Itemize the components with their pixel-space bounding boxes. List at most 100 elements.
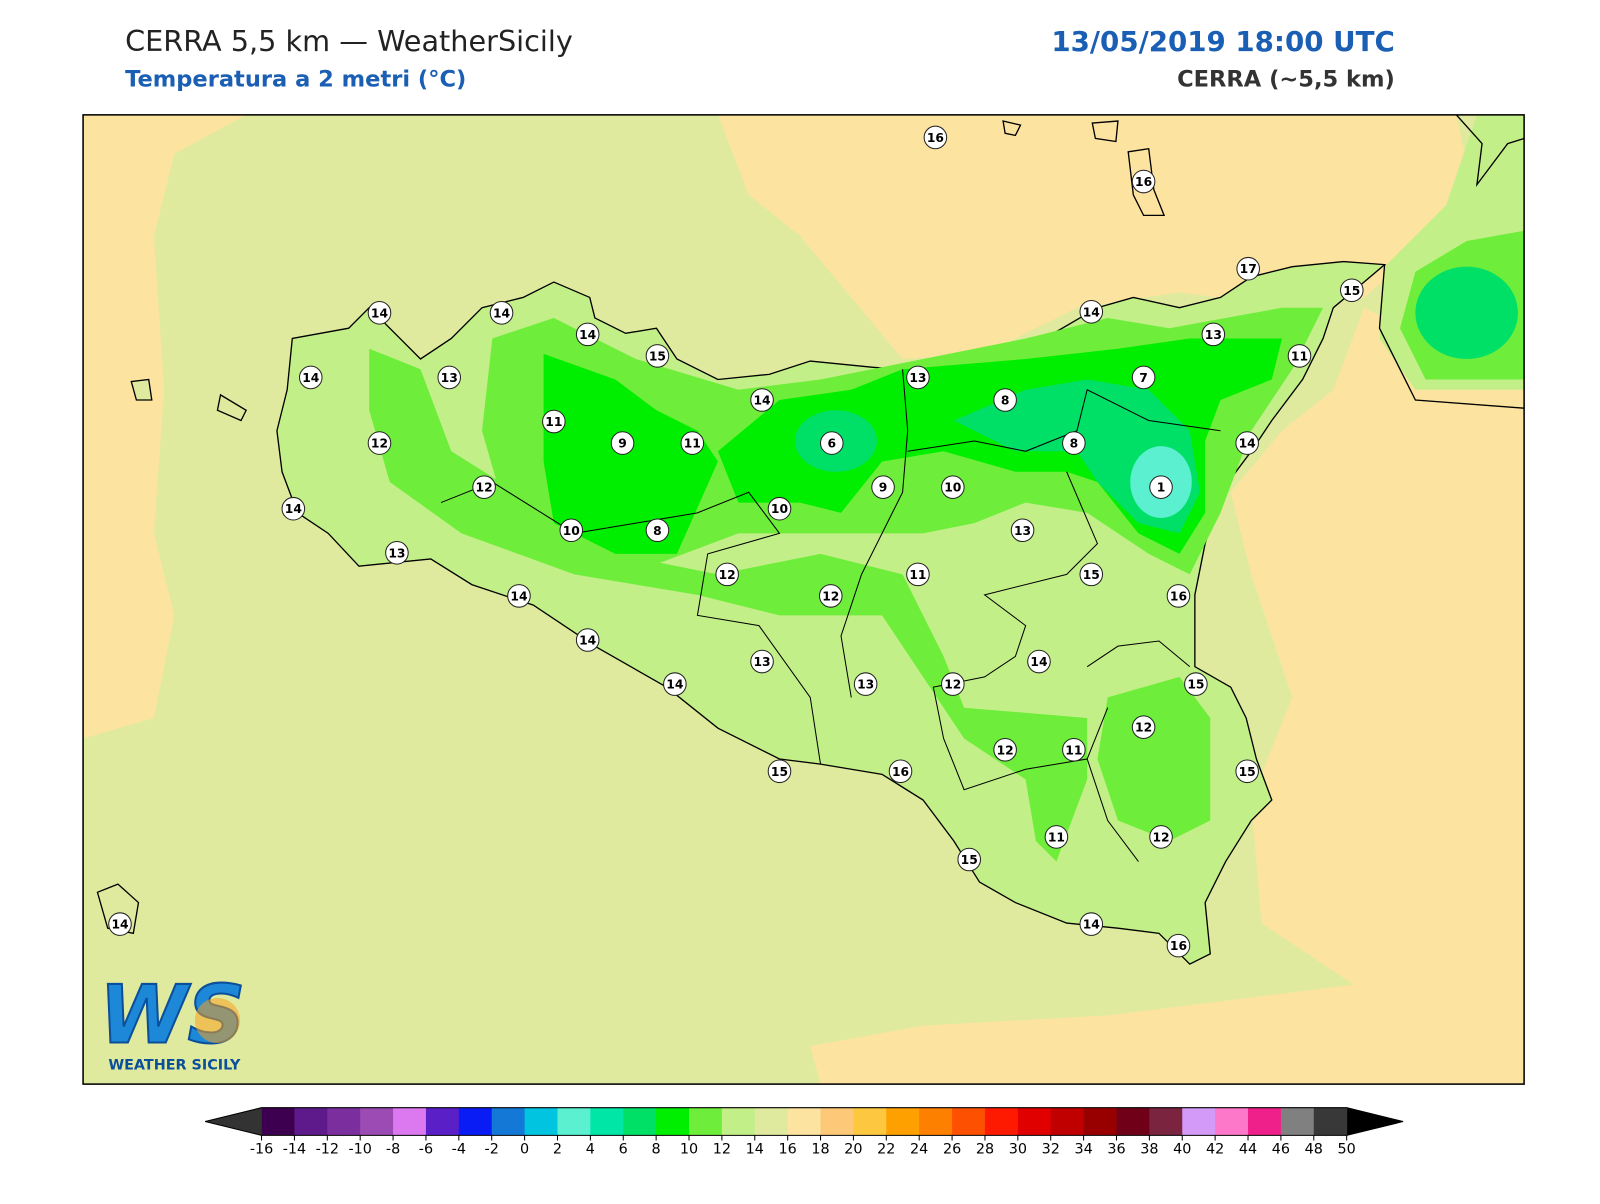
station-marker	[923, 125, 948, 150]
station: 15	[957, 847, 982, 872]
station: 15	[1184, 672, 1208, 696]
station: 14	[575, 628, 600, 652]
station: 12	[472, 475, 496, 499]
station-value: 12	[822, 589, 839, 603]
station: 9	[610, 431, 635, 455]
station: 6	[819, 431, 844, 455]
station-marker	[993, 737, 1017, 762]
temp-zone	[1097, 676, 1211, 842]
colorbar-tick-label: 20	[844, 1142, 862, 1158]
station-marker	[906, 365, 930, 390]
station: 11	[906, 562, 930, 587]
station-value: 16	[927, 131, 944, 145]
colorbar-swatch	[623, 1107, 657, 1136]
colorbar-tick-label: -14	[283, 1142, 306, 1158]
station-marker	[767, 759, 792, 784]
station-marker	[575, 628, 600, 652]
colorbar-swatch	[1050, 1107, 1085, 1136]
station-value: 10	[944, 481, 961, 495]
station-marker	[1131, 365, 1156, 390]
colorbar-tick-label: -6	[419, 1142, 433, 1158]
colorbar-tick-label: 4	[586, 1142, 595, 1158]
station: 14	[1079, 912, 1104, 936]
colorbar-swatch	[820, 1107, 854, 1136]
station-marker	[1236, 256, 1260, 281]
colorbar-swatch	[853, 1107, 887, 1136]
station-value: 13	[857, 678, 874, 692]
colorbar-swatch	[1149, 1107, 1183, 1136]
colorbar-swatch	[1280, 1107, 1315, 1136]
colorbar-swatch	[261, 1107, 295, 1136]
station-marker	[1235, 431, 1259, 455]
station-marker	[1287, 344, 1312, 368]
station-marker	[281, 496, 306, 521]
station-value: 14	[579, 328, 596, 342]
station: 14	[108, 912, 132, 936]
station: 15	[1079, 562, 1104, 587]
station-value: 14	[1239, 437, 1256, 451]
logo-sun	[194, 997, 240, 1044]
station-marker	[715, 562, 739, 587]
station: 11	[1287, 344, 1312, 368]
station: 10	[941, 475, 965, 499]
station-value: 14	[493, 306, 510, 320]
station-marker	[1235, 759, 1259, 784]
station-value: 15	[649, 349, 666, 363]
station: 12	[715, 562, 739, 587]
station: 13	[385, 541, 409, 565]
colorbar-tick-label: 18	[811, 1142, 829, 1158]
station-marker	[542, 409, 566, 434]
colorbar-overflow	[1346, 1107, 1404, 1136]
station-value: 12	[1152, 830, 1169, 844]
station: 14	[575, 322, 600, 347]
station-value: 1	[1157, 481, 1166, 495]
station-marker	[750, 388, 774, 412]
station-marker	[819, 431, 844, 455]
colorbar-swatch	[656, 1107, 690, 1136]
logo: WS WEATHER SICILY	[98, 967, 246, 1074]
station-value: 16	[1135, 175, 1152, 189]
colorbar-tick-label: 28	[976, 1142, 994, 1158]
colorbar: -16 -14 -12 -10 -8 -6 -4 -2 0 2 4 6 8 10 12 14 16 18 20 22 2…	[205, 1107, 1404, 1158]
station-marker	[1131, 169, 1156, 194]
colorbar-tick-label: 8	[652, 1142, 661, 1158]
station-marker	[645, 344, 670, 368]
colorbar-swatch	[787, 1107, 822, 1136]
station-marker	[507, 584, 531, 608]
station-marker	[1184, 672, 1208, 696]
station: 14	[663, 672, 687, 696]
colorbar-tick-label: 16	[779, 1142, 797, 1158]
station-marker	[1062, 737, 1086, 762]
station-value: 16	[892, 765, 909, 779]
station-marker	[1166, 933, 1191, 958]
station-value: 14	[753, 394, 770, 408]
station: 14	[1079, 300, 1104, 324]
colorbar-swatch	[952, 1107, 986, 1136]
colorbar-swatch	[393, 1107, 427, 1136]
station-marker	[108, 912, 132, 936]
station-value: 12	[997, 743, 1014, 757]
station-value: 8	[653, 524, 662, 538]
station-value: 15	[1187, 678, 1204, 692]
station-value: 7	[1139, 371, 1148, 385]
temp-zone	[543, 353, 718, 554]
station-marker	[1079, 912, 1104, 936]
station: 12	[367, 431, 392, 455]
station-value: 10	[563, 524, 580, 538]
station-value: 14	[579, 634, 596, 648]
station-value: 8	[1001, 394, 1010, 408]
colorbar-tick-label: 14	[746, 1142, 764, 1158]
logo-name: WEATHER SICILY	[108, 1058, 241, 1074]
station-marker	[1131, 715, 1156, 739]
colorbar-swatch	[294, 1107, 328, 1136]
colorbar-tick-label: -12	[316, 1142, 339, 1158]
station: 16	[1131, 169, 1156, 194]
station-marker	[437, 365, 462, 390]
station-value: 13	[441, 371, 458, 385]
station-marker	[941, 475, 965, 499]
station: 1	[1149, 475, 1173, 499]
station-marker	[575, 322, 600, 347]
station-value: 11	[1048, 830, 1065, 844]
station-marker	[489, 301, 514, 325]
station-value: 12	[719, 568, 736, 582]
